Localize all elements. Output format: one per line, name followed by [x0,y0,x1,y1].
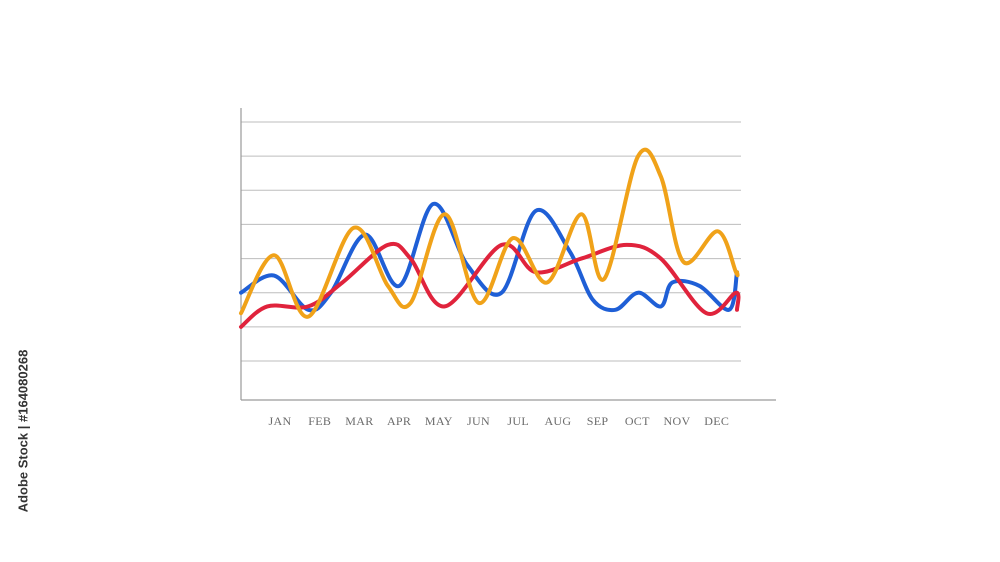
x-tick-label: AUG [544,414,571,428]
x-tick-label: OCT [625,414,650,428]
side-credit-text: Adobe Stock | #164080268 [15,349,31,513]
x-tick-label: MAY [425,414,453,428]
x-tick-labels: JAN FEB MAR APR MAY JUN JUL AUG SEP OCT NOV DEC [269,414,729,428]
series-lines [239,147,741,329]
x-tick-label: FEB [308,414,331,428]
x-tick-label: DEC [704,414,729,428]
x-tick-label: JUN [467,414,490,428]
x-tick-label: MAR [345,414,373,428]
x-tick-label: SEP [587,414,609,428]
x-tick-label: JAN [269,414,292,428]
axes [240,108,776,401]
x-tick-label: JUL [507,414,529,428]
x-tick-label: APR [387,414,411,428]
side-credit: Adobe Stock | #164080268 [13,306,33,556]
series-line [239,147,740,319]
x-tick-label: NOV [664,414,691,428]
grid-lines [241,121,741,362]
